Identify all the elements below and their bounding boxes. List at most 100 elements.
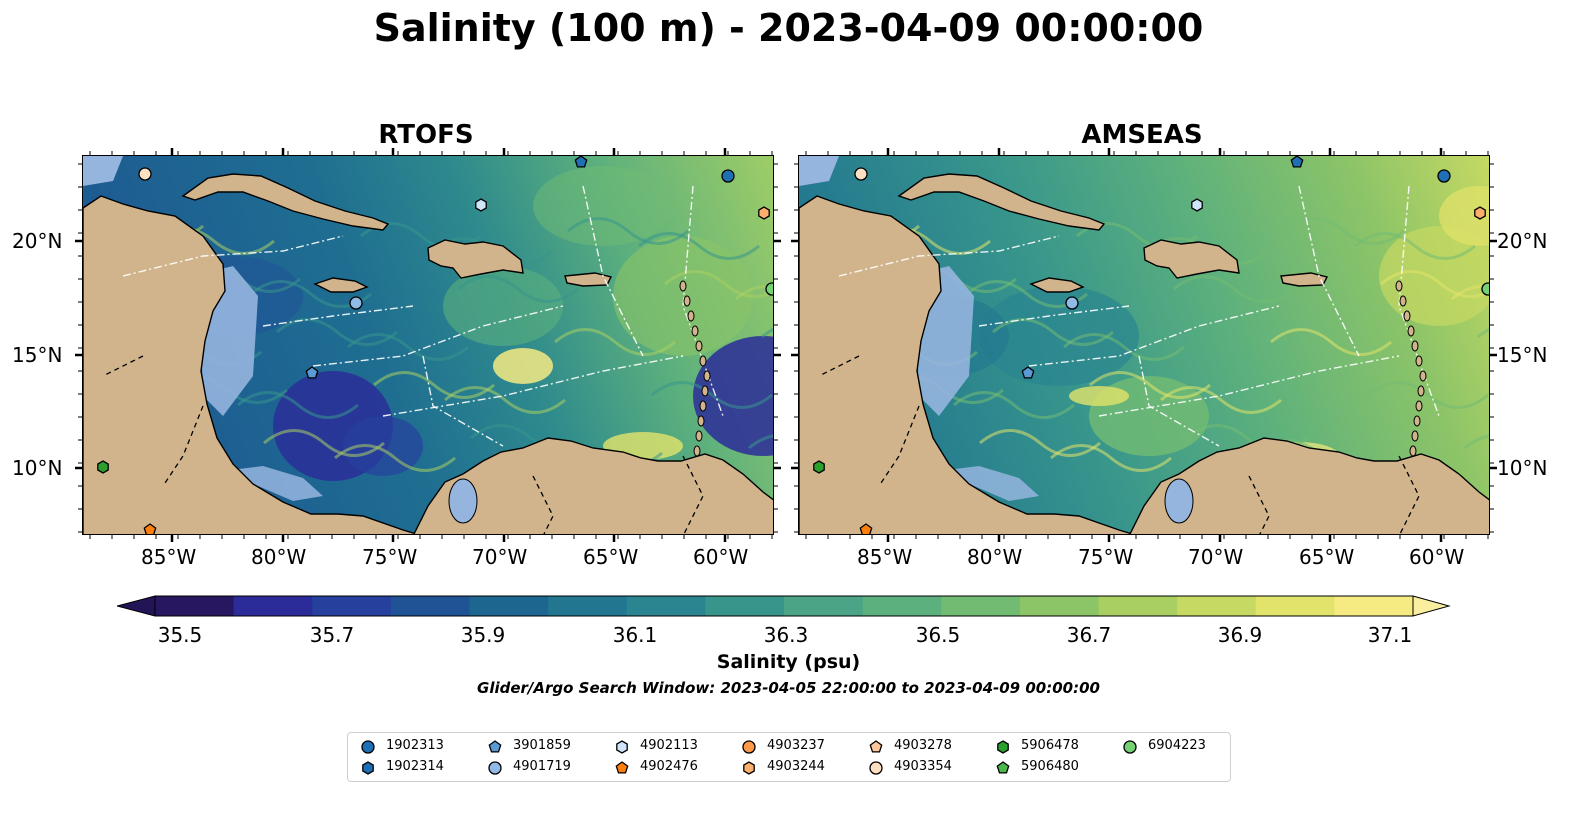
country-border	[1398, 455, 1420, 534]
colorbar-bin	[548, 596, 628, 616]
gulf-shelf	[83, 156, 123, 186]
continental-shelf	[223, 466, 323, 501]
colorbar-tick-label: 35.5	[157, 623, 203, 647]
float-4902476	[859, 523, 873, 534]
float-1902313	[1437, 169, 1451, 183]
legend-label: 5906478	[1021, 738, 1079, 753]
lesser-antilles-island	[1417, 385, 1425, 397]
salinity-filament	[1160, 386, 1282, 414]
eez-boundary	[582, 185, 644, 357]
lon-tick-label: 70°W	[1188, 545, 1244, 569]
legend-label: 4902476	[640, 759, 698, 774]
lat-tick-label: 20°N	[1497, 229, 1548, 253]
eez-boundary	[122, 235, 344, 277]
colorbar-bin	[312, 596, 392, 616]
eez-boundary	[1138, 355, 1220, 447]
lesser-antilles-island	[703, 370, 711, 382]
lesser-antilles-island	[693, 445, 701, 457]
legend-label: 4901719	[513, 759, 571, 774]
salinity-filament	[554, 328, 676, 356]
lesser-antilles-island	[1409, 445, 1417, 457]
colorbar-label: Salinity (psu)	[716, 651, 861, 673]
lon-tick-label: 80°W	[967, 545, 1023, 569]
legend-label: 1902314	[386, 759, 444, 774]
colorbar-bin	[705, 596, 785, 616]
float-4901719	[1065, 296, 1079, 310]
salinity-filament	[237, 391, 359, 419]
legend-marker	[996, 761, 1010, 774]
colorbar-bin	[1177, 596, 1257, 616]
lesser-antilles-island	[1411, 340, 1419, 352]
colorbar-bin	[941, 596, 1021, 616]
colorbar-bin	[784, 596, 864, 616]
colorbar-bin	[1019, 596, 1099, 616]
eez-boundary	[422, 355, 504, 447]
colorbar-bin	[1334, 596, 1414, 616]
lesser-antilles-island	[691, 325, 699, 337]
lon-tick-label: 65°W	[1299, 545, 1355, 569]
legend-label: 1902313	[386, 738, 444, 753]
circle-marker-icon	[1123, 740, 1137, 754]
lesser-antilles-island	[695, 430, 703, 442]
colorbar-tick-label: 36.7	[1066, 623, 1112, 647]
eez-boundary	[978, 305, 1130, 327]
hispaniola-land	[1143, 239, 1240, 279]
lon-tick-label: 60°W	[693, 545, 749, 569]
legend-marker	[869, 740, 883, 753]
legend-marker	[488, 761, 502, 775]
lesser-antilles-island	[1419, 370, 1427, 382]
eez-boundary	[262, 305, 414, 327]
float-1902314	[1290, 156, 1304, 168]
lesser-antilles-island	[699, 355, 707, 367]
lesser-antilles-island	[1407, 325, 1415, 337]
lon-tick-label: 75°W	[362, 545, 418, 569]
float-4901719	[349, 296, 363, 310]
lesser-antilles-island	[1403, 310, 1411, 322]
salinity-filament	[263, 429, 385, 457]
lat-tick-label: 15°N	[1497, 343, 1548, 367]
lesser-antilles-island	[1399, 295, 1407, 307]
map-canvas	[83, 156, 773, 534]
pentagon-marker-icon	[615, 761, 629, 774]
legend-label: 4903354	[894, 759, 952, 774]
legend-marker	[615, 761, 629, 774]
colorbar-bin	[155, 596, 235, 616]
salinity-filament	[457, 275, 579, 303]
lon-tick-label: 60°W	[1409, 545, 1465, 569]
lon-tick-label: 70°W	[472, 545, 528, 569]
map-canvas	[799, 156, 1489, 534]
salinity-filament	[1451, 285, 1489, 301]
float-legend: 1902313 1902314 3901859 4901719 4902113 49024…	[347, 732, 1231, 782]
lon-tick-label: 80°W	[251, 545, 307, 569]
legend-marker	[869, 761, 883, 775]
south-america-land	[1129, 437, 1489, 534]
lake-maracaibo	[448, 478, 478, 524]
hexagon-marker-icon	[997, 740, 1009, 754]
lesser-antilles-island	[679, 280, 687, 292]
legend-marker	[361, 740, 375, 754]
lesser-antilles-island	[687, 310, 695, 322]
float-4903244	[1474, 206, 1486, 220]
colorbar-bin	[1255, 596, 1335, 616]
salinity-filament	[1283, 217, 1405, 245]
salinity-filament	[1173, 275, 1295, 303]
float-4902113	[475, 198, 487, 212]
salinity-filament	[1367, 381, 1489, 409]
legend-marker	[1123, 740, 1137, 754]
colorbar-tick-label: 36.5	[915, 623, 961, 647]
lesser-antilles-island	[695, 340, 703, 352]
float-4903354	[854, 167, 868, 181]
colorbar-bin	[233, 596, 313, 616]
salinity-eddy	[493, 348, 553, 384]
salinity-filament	[347, 333, 469, 361]
circle-marker-icon	[742, 740, 756, 754]
lat-tick-label: 10°N	[1497, 456, 1548, 480]
cuba-land	[181, 173, 390, 231]
jamaica-land	[313, 277, 369, 293]
lesser-antilles-island	[701, 385, 709, 397]
legend-label: 4903278	[894, 738, 952, 753]
hexagon-marker-icon	[362, 761, 374, 775]
legend-marker	[742, 740, 756, 754]
salinity-eddy	[613, 236, 753, 356]
